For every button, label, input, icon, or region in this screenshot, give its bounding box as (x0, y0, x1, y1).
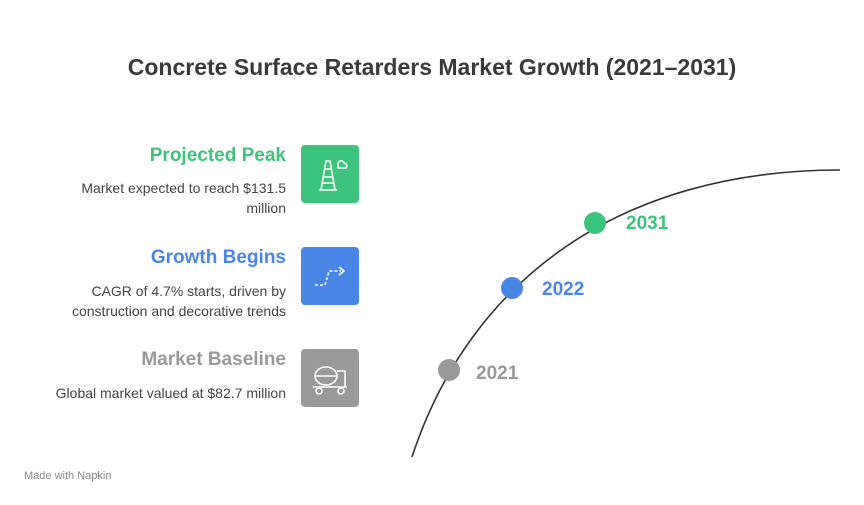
title: Concrete Surface Retarders Market Growth… (127, 54, 737, 80)
timeline-dot (584, 212, 606, 234)
icon (313, 366, 347, 395)
icon (315, 266, 346, 286)
timeline-arc (411, 169, 841, 458)
icon-box (301, 145, 359, 203)
icon (319, 160, 348, 191)
item-heading: Growth Begins (150, 247, 286, 268)
year-label: 2021 (476, 363, 519, 384)
item-description: Global market valued at $82.7 million (55, 385, 286, 401)
timeline-dot (501, 277, 523, 299)
year-label: 2022 (542, 279, 584, 300)
item-description: CAGR of 4.7% starts, driven by construct… (71, 283, 286, 319)
item-heading: Market Baseline (141, 349, 286, 370)
year-label: 2031 (626, 213, 669, 234)
item-heading: Projected Peak (149, 145, 286, 166)
footer: Made with Napkin (24, 470, 112, 482)
item-description: Market expected to reach $131.5 million (81, 180, 286, 216)
icon-box (301, 247, 359, 305)
timeline-dot (438, 359, 460, 381)
icon-box (301, 349, 359, 407)
